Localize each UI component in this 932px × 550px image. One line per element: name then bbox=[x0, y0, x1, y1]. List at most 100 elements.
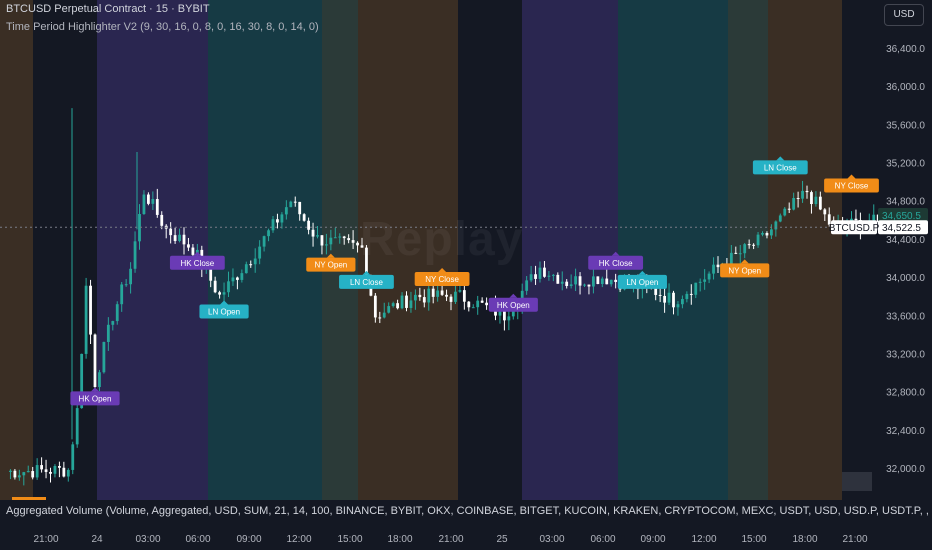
candle-body bbox=[133, 241, 137, 269]
candle-body bbox=[609, 279, 613, 285]
indicator-title: Time Period Highlighter V2 (9, 30, 16, 0… bbox=[6, 21, 319, 33]
candle-body bbox=[387, 306, 391, 313]
candle-body bbox=[462, 290, 466, 302]
candle-body bbox=[360, 245, 364, 248]
candle-body bbox=[654, 288, 658, 295]
candle-body bbox=[378, 317, 382, 319]
candle-body bbox=[178, 234, 181, 242]
candle-body bbox=[743, 244, 747, 254]
session-label-text: NY Open bbox=[314, 261, 347, 270]
session-label-text: HK Open bbox=[79, 394, 112, 403]
candle-body bbox=[284, 207, 288, 215]
candle-body bbox=[587, 284, 591, 287]
candle-body bbox=[818, 196, 822, 210]
candle-body bbox=[716, 264, 720, 268]
candle-body bbox=[440, 290, 444, 295]
candle-body bbox=[534, 274, 537, 279]
candle-body bbox=[35, 465, 39, 478]
candle-body bbox=[325, 244, 328, 246]
candle-body bbox=[538, 267, 542, 279]
time-axis[interactable] bbox=[0, 528, 932, 550]
time-tick-label: 06:00 bbox=[590, 534, 615, 545]
candle-body bbox=[26, 471, 30, 473]
candle-body bbox=[182, 234, 186, 245]
session-band bbox=[0, 0, 33, 500]
candle-body bbox=[129, 268, 132, 285]
candle-body bbox=[9, 470, 12, 472]
candle-body bbox=[783, 208, 787, 216]
candle-body bbox=[40, 465, 43, 470]
price-axis-label-text: 34,522.5 bbox=[882, 223, 921, 234]
session-label bbox=[720, 263, 770, 278]
candle-body bbox=[71, 444, 75, 470]
replay-watermark: Replay bbox=[360, 213, 524, 266]
candle-body bbox=[293, 201, 297, 203]
candle-body bbox=[276, 219, 279, 223]
time-tick-label: 18:00 bbox=[792, 534, 817, 545]
candle-body bbox=[209, 266, 213, 281]
candle-body bbox=[823, 209, 827, 215]
time-tick-label: 15:00 bbox=[741, 534, 766, 545]
session-label-pointer bbox=[847, 174, 856, 179]
candle-body bbox=[391, 303, 395, 307]
time-tick-label: 09:00 bbox=[236, 534, 261, 545]
price-axis[interactable] bbox=[878, 0, 932, 500]
price-axis-label-text: 34,650.5 bbox=[882, 211, 921, 222]
candle-body bbox=[511, 309, 515, 317]
session-label-text: NY Close bbox=[835, 181, 869, 190]
session-label-pointer bbox=[740, 259, 749, 264]
session-band bbox=[768, 0, 842, 500]
candle-body bbox=[449, 296, 453, 302]
candle-body bbox=[111, 321, 115, 325]
currency-button[interactable]: USD bbox=[884, 4, 924, 26]
candle-body bbox=[307, 220, 310, 230]
session-label-text: LN Close bbox=[350, 278, 383, 287]
candle-body bbox=[525, 280, 529, 291]
candle-body bbox=[431, 288, 435, 297]
candle-body bbox=[58, 466, 61, 468]
candle-body bbox=[814, 196, 818, 205]
time-tick-label: 12:00 bbox=[691, 534, 716, 545]
session-label-pointer bbox=[193, 251, 202, 256]
candle-body bbox=[663, 295, 666, 303]
candle-body bbox=[551, 274, 555, 276]
candle-body bbox=[778, 215, 782, 222]
candle-body bbox=[262, 236, 266, 247]
candle-body bbox=[405, 295, 408, 308]
time-tick-label: 12:00 bbox=[286, 534, 311, 545]
candle-body bbox=[49, 471, 52, 474]
symbol-title: BTCUSD Perpetual Contract · 15 · BYBIT bbox=[6, 3, 210, 15]
session-label bbox=[169, 255, 225, 270]
session-band bbox=[358, 0, 458, 500]
candle-body bbox=[227, 281, 230, 293]
candle-body bbox=[712, 264, 715, 274]
candle-body bbox=[311, 229, 315, 237]
candle-body bbox=[253, 258, 257, 265]
candle-body bbox=[240, 273, 244, 280]
candle-body bbox=[471, 307, 475, 309]
candle-body bbox=[454, 291, 457, 302]
candle-body bbox=[707, 273, 711, 280]
volume-indicator-title: Aggregated Volume (Volume, Aggregated, U… bbox=[6, 505, 932, 517]
price-tick-label: 32,400.0 bbox=[886, 426, 925, 437]
candle-body bbox=[805, 190, 809, 193]
candle-body bbox=[13, 470, 17, 478]
candle-body bbox=[503, 308, 506, 321]
symbol-tag-text: BTCUSD.P bbox=[829, 223, 880, 234]
time-tick-label: 25 bbox=[496, 534, 508, 545]
session-label-pointer bbox=[611, 251, 620, 256]
volume-bar bbox=[842, 472, 872, 491]
candle-body bbox=[729, 252, 733, 268]
price-tick-label: 32,800.0 bbox=[886, 388, 925, 399]
candle-body bbox=[84, 285, 88, 354]
candle-body bbox=[698, 281, 702, 283]
session-band bbox=[208, 0, 322, 500]
candle-body bbox=[872, 214, 876, 221]
candle-body bbox=[787, 208, 791, 210]
session-label-text: LN Open bbox=[626, 278, 658, 287]
candle-body bbox=[373, 295, 377, 318]
candle-body bbox=[529, 274, 533, 281]
candle-body bbox=[342, 236, 346, 239]
